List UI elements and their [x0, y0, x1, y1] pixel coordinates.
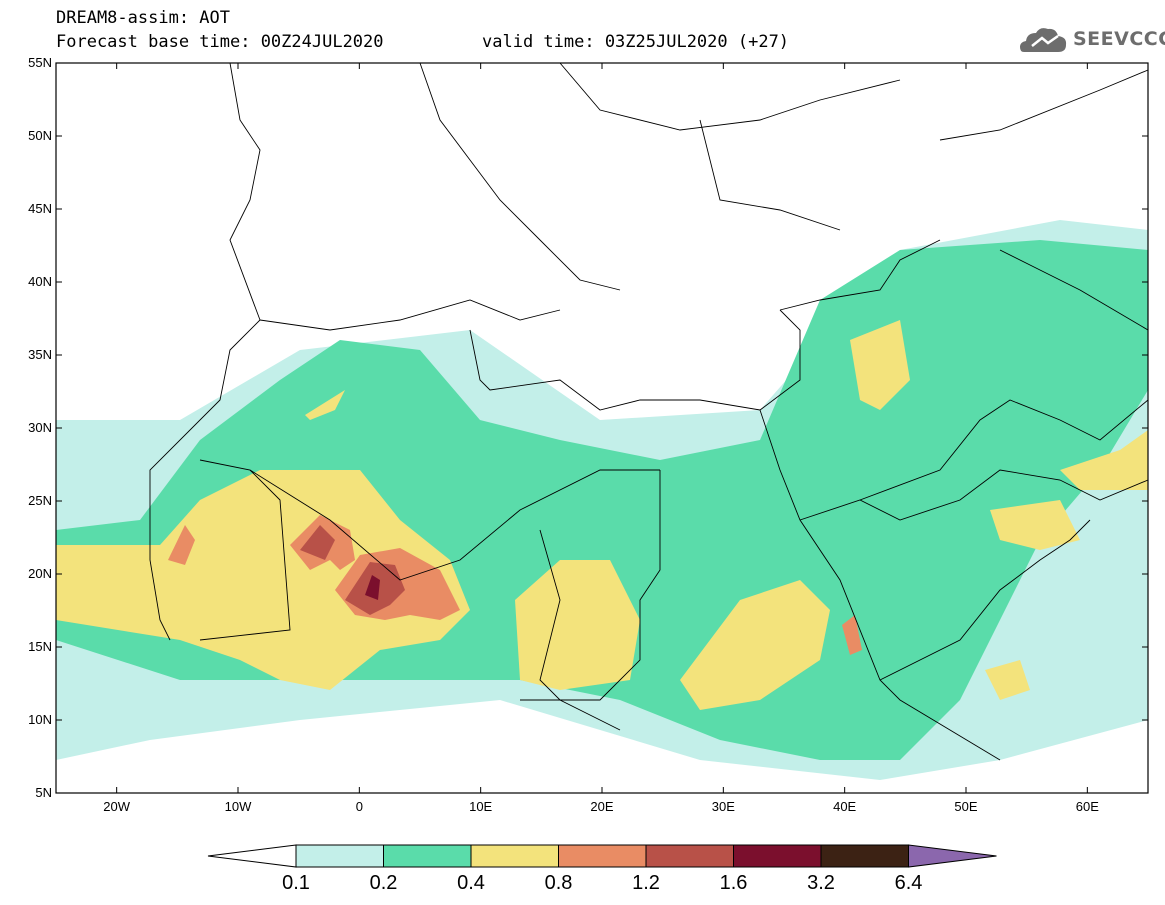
legend-box-c12: [646, 845, 734, 867]
legend-label: 1.6: [720, 872, 748, 894]
lon-label: 50E: [954, 799, 977, 814]
color-legend: 0.1 0.2 0.4 0.8 1.2 1.6 3.2 6.4: [0, 835, 1165, 905]
lon-label: 30E: [712, 799, 735, 814]
legend-over-arrow: [909, 845, 997, 867]
legend-box-c16: [734, 845, 822, 867]
lon-label: 20W: [103, 799, 130, 814]
legend-box-c04: [471, 845, 559, 867]
aot-map: 55N 50N 45N 40N 35N 30N 25N 20N 15N 10N 5N 20W 10W 0…: [0, 0, 1165, 835]
legend-label: 0.8: [545, 872, 573, 894]
lat-label: 20N: [28, 566, 52, 581]
lon-label: 40E: [833, 799, 856, 814]
lat-label: 25N: [28, 493, 52, 508]
legend-label: 3.2: [807, 872, 835, 894]
lon-label: 20E: [590, 799, 613, 814]
lat-label: 55N: [28, 55, 52, 70]
border-1: [260, 300, 560, 330]
lat-label: 30N: [28, 420, 52, 435]
lon-label: 60E: [1076, 799, 1099, 814]
lon-label: 10E: [469, 799, 492, 814]
lat-label: 40N: [28, 274, 52, 289]
lat-label: 50N: [28, 128, 52, 143]
lon-label: 0: [356, 799, 363, 814]
legend-label: 0.1: [282, 872, 310, 894]
legend-box-c08: [559, 845, 647, 867]
lat-label: 35N: [28, 347, 52, 362]
lat-label: 10N: [28, 712, 52, 727]
lat-label: 15N: [28, 639, 52, 654]
border-15: [940, 70, 1148, 140]
aot-contours: [56, 220, 1148, 780]
lon-label: 10W: [225, 799, 252, 814]
legend-label: 0.2: [370, 872, 398, 894]
legend-box-c32: [821, 845, 909, 867]
legend-under-arrow: [208, 845, 296, 867]
border-14: [700, 120, 840, 230]
legend-box-c02: [384, 845, 472, 867]
lat-label: 5N: [35, 785, 52, 800]
legend-label: 0.4: [457, 872, 485, 894]
legend-label: 6.4: [895, 872, 923, 894]
legend-label: 1.2: [632, 872, 660, 894]
border-12: [420, 63, 620, 290]
legend-box-c01: [296, 845, 384, 867]
lat-label: 45N: [28, 201, 52, 216]
border-13: [560, 63, 900, 130]
